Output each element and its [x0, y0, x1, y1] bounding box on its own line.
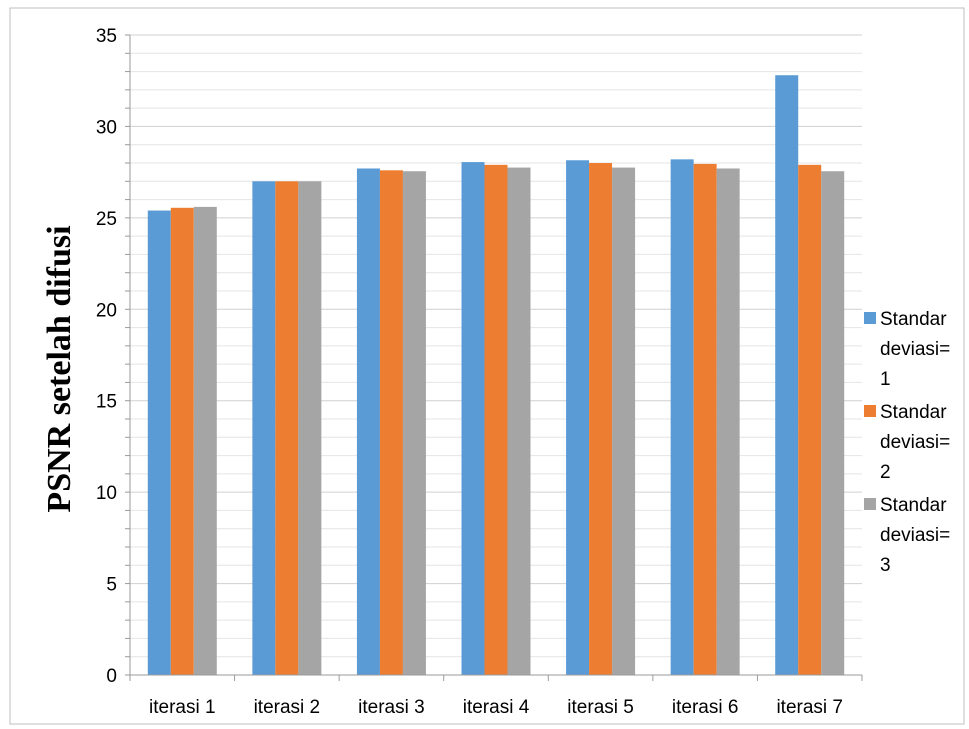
legend-label: 2	[880, 462, 891, 483]
bar-series-3-iterasi-5	[612, 167, 636, 676]
bar-series-3-iterasi-6	[716, 168, 740, 675]
bar-series-3-iterasi-7	[821, 171, 845, 675]
x-tick-label: iterasi 1	[149, 697, 216, 718]
legend-label: deviasi=	[880, 339, 950, 360]
y-tick-label: 0	[106, 666, 117, 687]
bars	[147, 75, 845, 676]
y-tick-label: 5	[106, 575, 117, 596]
bar-series-2-iterasi-7	[798, 164, 822, 676]
legend-swatch	[864, 405, 876, 417]
bar-series-3-iterasi-2	[298, 181, 322, 676]
y-axis-label: PSNR setelah difusi	[41, 225, 78, 512]
y-tick-labels: 0 5 10 15 20 25 30 35	[96, 26, 117, 687]
legend: Standar deviasi= 1 Standar deviasi= 2 Standar d…	[864, 309, 950, 576]
legend-label: 1	[880, 369, 891, 390]
bar-series-2-iterasi-3	[379, 170, 403, 676]
x-tick-label: iterasi 6	[672, 697, 739, 718]
x-tick-label: iterasi 5	[567, 697, 634, 718]
bar-series-1-iterasi-4	[461, 162, 485, 676]
x-tick-labels: iterasi 1 iterasi 2 iterasi 3 iterasi 4 iter…	[149, 697, 843, 718]
bar-series-2-iterasi-1	[170, 207, 194, 676]
legend-label: deviasi=	[880, 432, 950, 453]
bar-series-1-iterasi-7	[775, 75, 799, 675]
axes	[125, 34, 863, 681]
legend-label: Standar	[880, 402, 947, 423]
y-tick-label: 30	[96, 117, 117, 138]
legend-label: Standar	[880, 495, 947, 516]
bar-series-2-iterasi-2	[275, 181, 299, 676]
legend-label: 3	[880, 555, 891, 576]
bar-series-1-iterasi-1	[147, 210, 171, 676]
bar-series-2-iterasi-5	[589, 163, 613, 675]
bar-series-1-iterasi-5	[566, 160, 590, 675]
bar-series-3-iterasi-3	[402, 171, 426, 675]
y-tick-label: 15	[96, 392, 117, 413]
x-tick-label: iterasi 7	[776, 697, 843, 718]
bar-series-1-iterasi-3	[356, 168, 380, 675]
bar-series-3-iterasi-1	[193, 206, 217, 675]
y-tick-label: 35	[96, 26, 117, 47]
y-tick-label: 25	[96, 209, 117, 230]
legend-swatch	[864, 498, 876, 510]
bar-series-2-iterasi-4	[484, 164, 508, 676]
bar-series-2-iterasi-6	[693, 163, 717, 675]
bar-series-1-iterasi-2	[252, 181, 276, 676]
legend-label: deviasi=	[880, 525, 950, 546]
bar-series-1-iterasi-6	[670, 159, 694, 676]
x-tick-label: iterasi 3	[358, 697, 425, 718]
bar-series-3-iterasi-4	[507, 167, 531, 676]
y-tick-label: 10	[96, 483, 117, 504]
x-tick-label: iterasi 4	[463, 697, 530, 718]
x-tick-label: iterasi 2	[254, 697, 321, 718]
y-tick-label: 20	[96, 300, 117, 321]
legend-swatch	[864, 312, 876, 324]
legend-label: Standar	[880, 309, 947, 330]
